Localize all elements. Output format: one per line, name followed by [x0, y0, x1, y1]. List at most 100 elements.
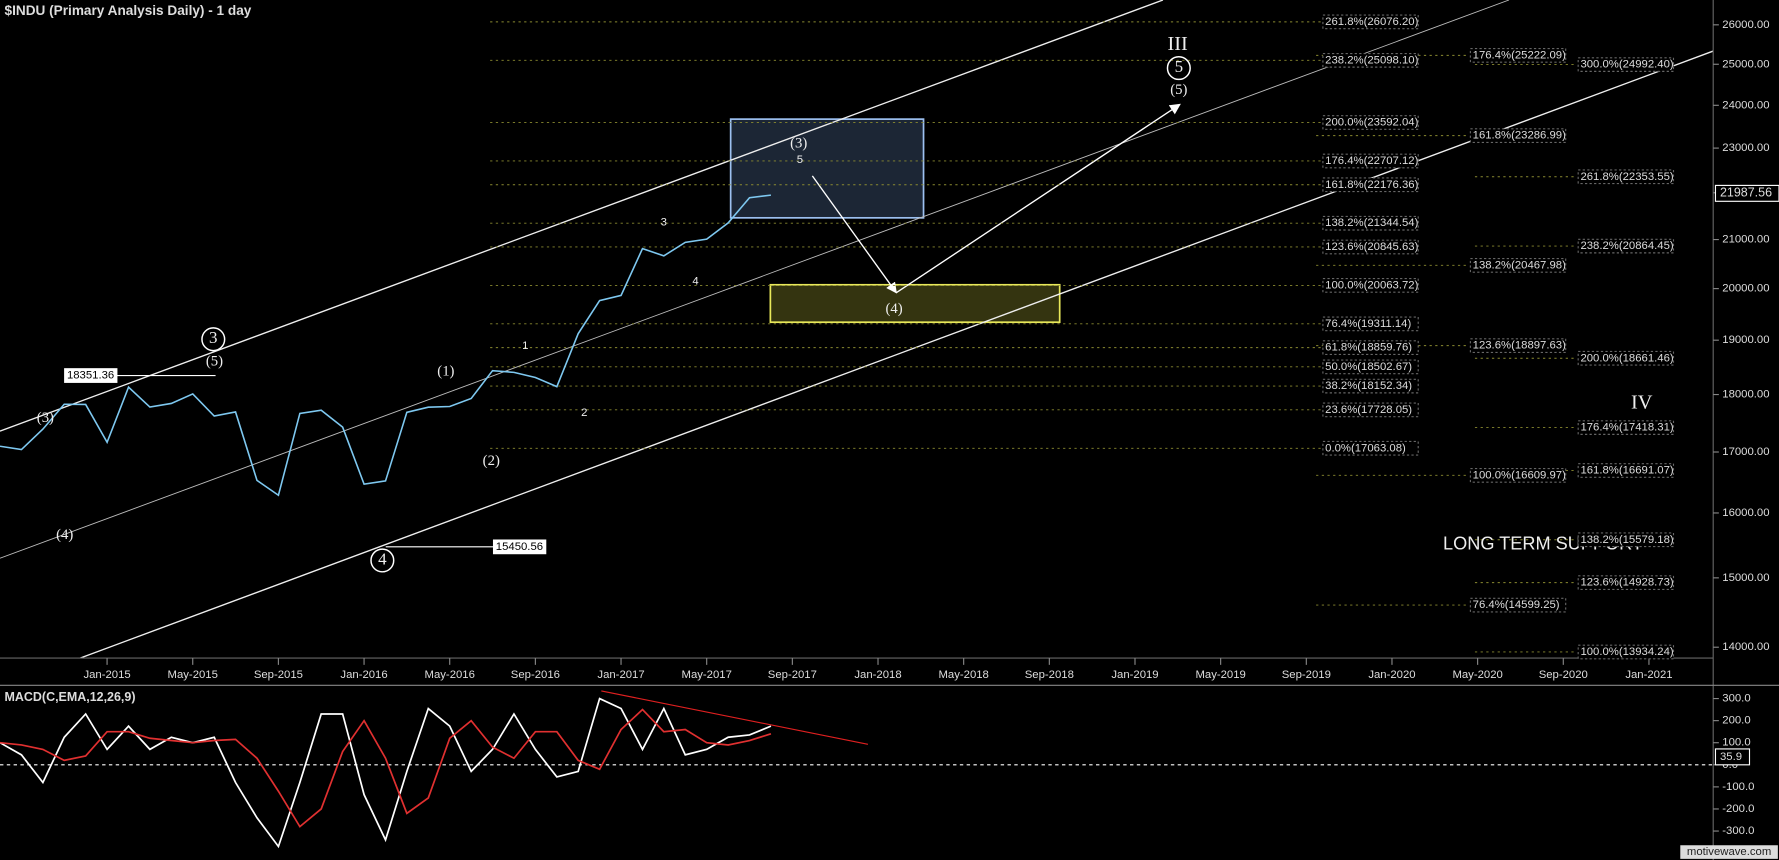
- data-line: [0, 194, 772, 497]
- fib-label-box: [1322, 316, 1419, 332]
- fib-label-box: [1469, 128, 1567, 143]
- wave-label: IV: [1631, 392, 1653, 414]
- fib-label: 238.2%(20864.45): [1580, 240, 1673, 252]
- x-tick-label: Sep-2020: [1539, 669, 1588, 681]
- y-tick-label: 15000.00: [1722, 572, 1769, 584]
- data-line: [0, 697, 772, 849]
- arrow-up: [895, 103, 1181, 294]
- x-tick-label: Jan-2020: [1368, 669, 1415, 681]
- fib-label: 61.8%(18859.76): [1325, 342, 1412, 354]
- fib-label-box: [1322, 378, 1419, 394]
- x-tick-label: May-2019: [1195, 669, 1245, 681]
- y-tick-label: 20000.00: [1722, 283, 1769, 295]
- support-box: [769, 283, 1061, 324]
- fib-label-box: [1577, 57, 1675, 72]
- fib-label-box: [1577, 463, 1675, 478]
- fib-label: 161.8%(22176.36): [1325, 179, 1418, 191]
- wave-circle: [1166, 55, 1191, 81]
- fib-label: 261.8%(26076.20): [1325, 16, 1418, 28]
- y-tick-label: 14000.00: [1722, 641, 1769, 653]
- fib-label: 300.0%(24992.40): [1580, 59, 1673, 71]
- y-tick-label: -200.0: [1722, 803, 1754, 815]
- macd-title: MACD(C,EMA,12,26,9): [5, 690, 136, 704]
- fib-label: 76.4%(19311.14): [1325, 318, 1411, 330]
- target-box: [729, 118, 925, 219]
- fib-label: 76.4%(14599.25): [1473, 599, 1560, 611]
- y-tick-label: 25000.00: [1722, 58, 1769, 70]
- fib-label: 138.2%(20467.98): [1473, 259, 1566, 271]
- x-tick-label: Jan-2019: [1111, 669, 1158, 681]
- fib-label: 123.6%(20845.63): [1325, 241, 1418, 253]
- x-tick-label: Sep-2018: [1025, 669, 1074, 681]
- fib-label-box: [1469, 597, 1567, 613]
- chart-title: $INDU (Primary Analysis Daily) - 1 day: [5, 3, 252, 18]
- price-marker: 15450.56: [496, 541, 543, 553]
- fib-label: 138.2%(15579.18): [1580, 534, 1673, 546]
- last-value: 21987.56: [1720, 186, 1772, 200]
- fib-label-box: [1469, 257, 1567, 273]
- fib-label: 238.2%(25098.10): [1325, 54, 1418, 66]
- y-tick-label: 300.0: [1722, 693, 1750, 705]
- fib-label: 123.6%(18897.63): [1473, 340, 1566, 352]
- last-value-box: [1714, 748, 1751, 766]
- fib-label-box: [1322, 340, 1419, 356]
- wave-label: (3): [37, 410, 54, 426]
- fib-label: 176.4%(22707.12): [1325, 155, 1418, 167]
- x-tick-label: May-2017: [682, 669, 732, 681]
- fib-label-box: [1322, 278, 1419, 293]
- wave-label: (2): [483, 453, 500, 469]
- fib-label-box: [1469, 467, 1567, 483]
- x-tick-label: Jan-2018: [854, 669, 901, 681]
- fib-label: 176.4%(17418.31): [1580, 422, 1673, 434]
- wave-label: (3): [790, 135, 807, 151]
- fib-label-box: [1322, 359, 1419, 375]
- fib-label: 100.0%(16609.97): [1473, 469, 1566, 481]
- y-tick-label: 19000.00: [1722, 334, 1769, 346]
- fib-label: 38.2%(18152.34): [1325, 380, 1412, 392]
- y-tick-label: 24000.00: [1722, 99, 1769, 111]
- data-line: [0, 708, 772, 828]
- fib-label-box: [1577, 238, 1675, 254]
- x-tick-label: May-2020: [1452, 669, 1502, 681]
- fib-label-box: [1322, 115, 1419, 130]
- x-tick-label: Sep-2015: [254, 669, 303, 681]
- fib-label: 138.2%(21344.54): [1325, 217, 1418, 229]
- wave-label: 5: [797, 154, 803, 166]
- wave-label: (1): [437, 364, 454, 380]
- wave-label: (4): [56, 527, 73, 543]
- y-tick-label: 23000.00: [1722, 142, 1769, 154]
- price-panel: 3(5)(3)(4)(1)(2)41234(3)5(4)III5(5)IVLON…: [0, 0, 1714, 659]
- fib-label-box: [1469, 47, 1567, 63]
- price-marker-box: [64, 368, 118, 383]
- wave-label: (5): [1170, 82, 1187, 98]
- y-tick-label: 16000.00: [1722, 507, 1769, 519]
- fib-label-box: [1322, 177, 1419, 193]
- fib-label-box: [1322, 153, 1419, 169]
- fib-label-box: [1577, 644, 1675, 660]
- wave-label: (4): [885, 301, 902, 317]
- x-tick-label: Sep-2019: [1282, 669, 1331, 681]
- fib-label: 123.6%(14928.73): [1580, 577, 1673, 589]
- x-tick-label: Jan-2017: [597, 669, 644, 681]
- channel-upper: [0, 0, 1164, 432]
- fib-label-box: [1322, 215, 1419, 231]
- fib-label-box: [1577, 532, 1675, 548]
- wave-label: III: [1167, 33, 1188, 55]
- wave-label: 3: [661, 216, 667, 228]
- y-tick-label: 26000.00: [1722, 19, 1769, 31]
- fib-label-box: [1322, 402, 1419, 418]
- wave-label: (5): [206, 353, 223, 369]
- macd-trendline: [601, 690, 869, 745]
- y-tick-label: -300.0: [1722, 825, 1754, 837]
- watermark: motivewave.com: [1687, 846, 1771, 858]
- wave-label: 2: [581, 407, 587, 419]
- arrow-down: [811, 175, 897, 294]
- last-value: 35.9: [1720, 751, 1742, 763]
- fib-label-box: [1577, 575, 1675, 591]
- price-marker-box: [492, 539, 547, 555]
- y-tick-label: 21000.00: [1722, 234, 1769, 246]
- fib-label: 0.0%(17063.08): [1325, 442, 1406, 454]
